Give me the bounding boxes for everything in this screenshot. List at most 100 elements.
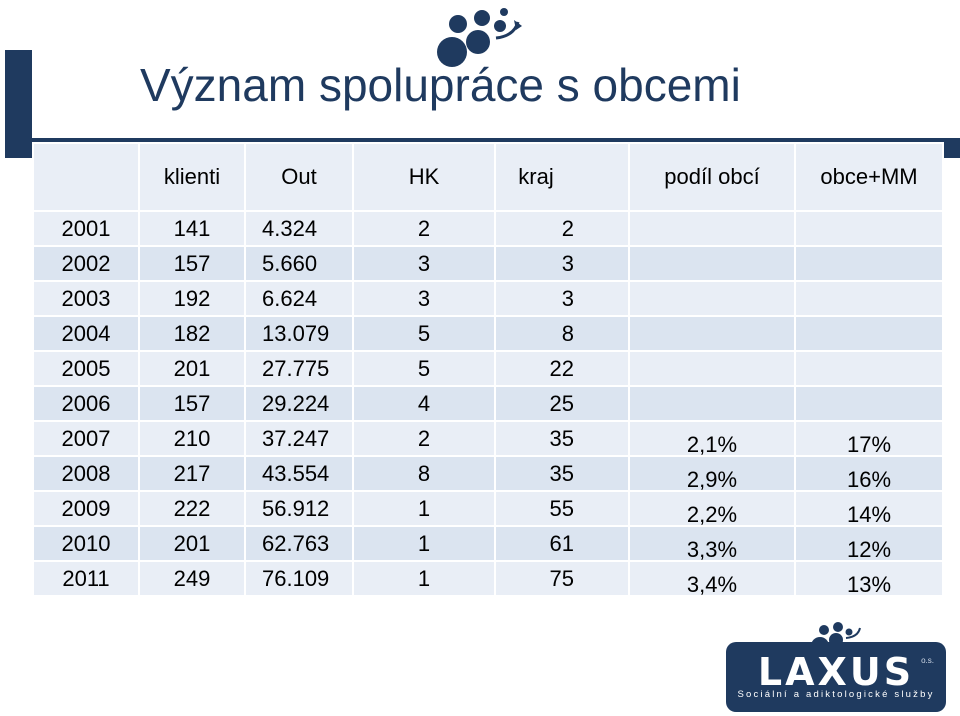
cell-hk: 2 bbox=[352, 210, 496, 247]
cell-hk-value: 1 bbox=[417, 495, 431, 521]
cell-kraj: 35 bbox=[494, 455, 630, 492]
cell-hk-value: 1 bbox=[417, 530, 431, 556]
table-row: 2002 157 5.660 3 3 bbox=[32, 245, 944, 282]
cell-klienti-value: 182 bbox=[173, 320, 211, 346]
cell-klienti-value: 217 bbox=[173, 460, 211, 486]
cell-hk: 5 bbox=[352, 350, 496, 387]
cell-hk: 8 bbox=[352, 455, 496, 492]
cell-obce-mm bbox=[794, 350, 944, 387]
cell-obce-mm-value: 14% bbox=[846, 501, 892, 527]
cell-klienti: 249 bbox=[138, 560, 246, 597]
cell-klienti-value: 157 bbox=[173, 250, 211, 276]
cell-kraj-value: 2 bbox=[561, 215, 574, 241]
cell-kraj-value: 61 bbox=[549, 530, 574, 556]
cell-klienti: 210 bbox=[138, 420, 246, 457]
cell-out: 76.109 bbox=[244, 560, 354, 597]
cell-out-value: 6.624 bbox=[262, 285, 318, 311]
cell-obce-mm-value: 13% bbox=[846, 571, 892, 597]
cell-out: 13.079 bbox=[244, 315, 354, 352]
cell-podil-obci-value: 2,2% bbox=[686, 501, 738, 527]
cell-podil-obci: 3,3% bbox=[628, 525, 796, 562]
cell-obce-mm: 13% bbox=[794, 560, 944, 597]
cell-out: 4.324 bbox=[244, 210, 354, 247]
cell-out-value: 62.763 bbox=[262, 530, 330, 556]
cell-klienti: 201 bbox=[138, 525, 246, 562]
cell-year-value: 2005 bbox=[61, 355, 111, 381]
cell-klienti-value: 192 bbox=[173, 285, 211, 311]
cell-hk-value: 8 bbox=[417, 460, 431, 486]
cell-year-value: 2007 bbox=[61, 425, 111, 451]
cell-kraj: 22 bbox=[494, 350, 630, 387]
cell-out: 27.775 bbox=[244, 350, 354, 387]
cell-podil-obci-value: 2,1% bbox=[686, 431, 738, 457]
header-obce-mm: obce+MM bbox=[794, 142, 944, 212]
cell-kraj: 3 bbox=[494, 245, 630, 282]
cell-podil-obci: 2,9% bbox=[628, 455, 796, 492]
cell-out: 29.224 bbox=[244, 385, 354, 422]
cell-klienti-value: 210 bbox=[173, 425, 211, 451]
cell-podil-obci bbox=[628, 385, 796, 422]
cell-podil-obci bbox=[628, 210, 796, 247]
cell-year: 2005 bbox=[32, 350, 140, 387]
cell-year: 2003 bbox=[32, 280, 140, 317]
cell-kraj-value: 25 bbox=[549, 390, 574, 416]
cell-kraj: 61 bbox=[494, 525, 630, 562]
cell-out-value: 76.109 bbox=[262, 565, 330, 591]
header-year bbox=[32, 142, 140, 212]
cell-hk-value: 3 bbox=[417, 285, 431, 311]
cell-klienti-value: 222 bbox=[173, 495, 211, 521]
cell-kraj-value: 55 bbox=[549, 495, 574, 521]
table-row: 2004 182 13.079 5 8 bbox=[32, 315, 944, 352]
cell-year: 2008 bbox=[32, 455, 140, 492]
cell-obce-mm bbox=[794, 210, 944, 247]
cell-podil-obci-value: 3,3% bbox=[686, 536, 738, 562]
cell-hk-value: 4 bbox=[417, 390, 431, 416]
cell-podil-obci bbox=[628, 315, 796, 352]
cell-podil-obci: 2,2% bbox=[628, 490, 796, 527]
cell-hk-value: 1 bbox=[417, 565, 431, 591]
cell-out-value: 29.224 bbox=[262, 390, 330, 416]
cell-year-value: 2003 bbox=[61, 285, 111, 311]
cell-hk-value: 5 bbox=[417, 320, 431, 346]
cell-podil-obci: 3,4% bbox=[628, 560, 796, 597]
cell-klienti: 157 bbox=[138, 245, 246, 282]
cell-hk-value: 5 bbox=[417, 355, 431, 381]
cell-klienti: 157 bbox=[138, 385, 246, 422]
header-out: Out bbox=[244, 142, 354, 212]
table-row: 2003 192 6.624 3 3 bbox=[32, 280, 944, 317]
cell-out: 43.554 bbox=[244, 455, 354, 492]
header-kraj: kraj bbox=[494, 142, 630, 212]
cell-hk: 3 bbox=[352, 245, 496, 282]
cell-kraj: 2 bbox=[494, 210, 630, 247]
cell-out-value: 56.912 bbox=[262, 495, 330, 521]
cell-year: 2002 bbox=[32, 245, 140, 282]
cell-klienti: 182 bbox=[138, 315, 246, 352]
cell-klienti: 217 bbox=[138, 455, 246, 492]
cell-year-value: 2002 bbox=[61, 250, 111, 276]
cell-klienti-value: 157 bbox=[173, 390, 211, 416]
cell-obce-mm: 14% bbox=[794, 490, 944, 527]
cell-kraj: 35 bbox=[494, 420, 630, 457]
cell-year: 2011 bbox=[32, 560, 140, 597]
cell-year: 2001 bbox=[32, 210, 140, 247]
cell-hk: 4 bbox=[352, 385, 496, 422]
statistics-table: klienti Out HK kraj podíl obcí obce+MM 2… bbox=[32, 142, 944, 597]
cell-obce-mm bbox=[794, 385, 944, 422]
slide-title: Význam spolupráce s obcemi bbox=[140, 59, 741, 111]
cell-out: 56.912 bbox=[244, 490, 354, 527]
table-header-row: klienti Out HK kraj podíl obcí obce+MM bbox=[32, 142, 944, 212]
cell-podil-obci bbox=[628, 280, 796, 317]
cell-year-value: 2009 bbox=[61, 495, 111, 521]
cell-hk-value: 3 bbox=[417, 250, 431, 276]
cell-year-value: 2004 bbox=[61, 320, 111, 346]
cell-podil-obci bbox=[628, 350, 796, 387]
cell-kraj-value: 3 bbox=[561, 250, 574, 276]
cell-klienti: 222 bbox=[138, 490, 246, 527]
cell-kraj-value: 22 bbox=[549, 355, 574, 381]
cell-out-value: 13.079 bbox=[262, 320, 330, 346]
cell-klienti: 201 bbox=[138, 350, 246, 387]
cell-year-value: 2010 bbox=[61, 530, 111, 556]
cell-klienti-value: 201 bbox=[173, 355, 211, 381]
cell-kraj-value: 35 bbox=[549, 460, 574, 486]
table-row: 2010 201 62.763 1 61 3,3% 12% bbox=[32, 525, 944, 562]
